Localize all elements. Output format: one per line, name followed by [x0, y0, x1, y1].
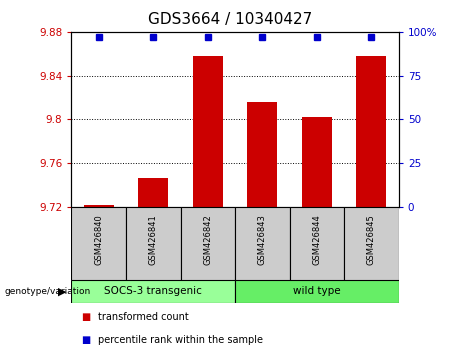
Text: genotype/variation: genotype/variation	[5, 287, 91, 296]
Bar	[193, 56, 223, 207]
Bar	[71, 207, 126, 280]
Text: ▶: ▶	[59, 286, 67, 296]
Text: SOCS-3 transgenic: SOCS-3 transgenic	[104, 286, 202, 296]
Text: GSM426841: GSM426841	[149, 215, 158, 265]
Text: transformed count: transformed count	[98, 312, 189, 322]
Bar	[344, 207, 399, 280]
Text: GSM426840: GSM426840	[94, 215, 103, 265]
Text: GSM426845: GSM426845	[367, 215, 376, 265]
Bar	[235, 280, 399, 303]
Text: ■: ■	[81, 312, 90, 322]
Bar	[235, 207, 290, 280]
Bar	[248, 102, 278, 207]
Text: GSM426843: GSM426843	[258, 214, 267, 265]
Text: percentile rank within the sample: percentile rank within the sample	[98, 335, 263, 345]
Bar	[84, 205, 114, 207]
Text: wild type: wild type	[293, 286, 341, 296]
Bar	[181, 207, 235, 280]
Text: ■: ■	[81, 335, 90, 345]
Bar	[138, 177, 168, 207]
Text: GSM426842: GSM426842	[203, 215, 213, 265]
Bar	[290, 207, 344, 280]
Bar	[71, 280, 235, 303]
Text: GDS3664 / 10340427: GDS3664 / 10340427	[148, 12, 313, 27]
Bar	[302, 117, 332, 207]
Bar	[126, 207, 181, 280]
Text: GSM426844: GSM426844	[313, 215, 321, 265]
Bar	[356, 56, 386, 207]
